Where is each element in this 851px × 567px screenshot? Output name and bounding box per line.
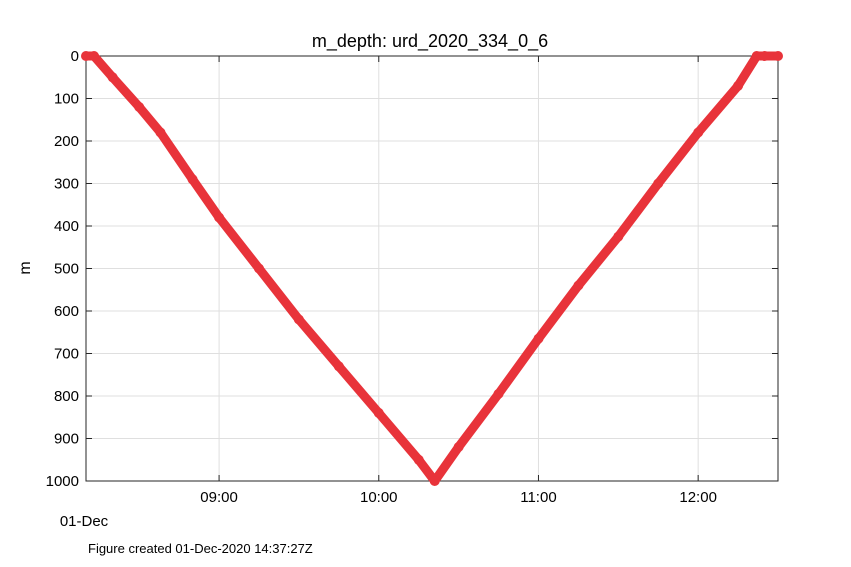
y-tick-label: 900 <box>54 431 79 448</box>
grid-lines <box>86 56 778 481</box>
data-point <box>693 127 704 138</box>
data-point <box>333 361 344 372</box>
data-point <box>81 51 91 61</box>
data-point <box>773 51 783 61</box>
y-axis: 0 100 200 300 400 500 600 700 800 900 1000 <box>46 48 778 490</box>
data-point <box>453 442 464 452</box>
data-point <box>429 476 440 486</box>
data-point <box>493 388 504 399</box>
x-date-label: 01-Dec <box>60 513 109 530</box>
y-tick-label: 300 <box>54 176 79 193</box>
data-point <box>413 454 424 465</box>
y-tick-label: 200 <box>54 133 79 150</box>
chart-title: m_depth: urd_2020_334_0_6 <box>312 31 548 52</box>
x-tick-label: 09:00 <box>200 489 238 506</box>
data-point <box>533 333 544 344</box>
x-tick-label: 10:00 <box>360 489 398 506</box>
data-point <box>254 263 264 274</box>
y-tick-label: 1000 <box>46 473 79 490</box>
y-tick-label: 600 <box>54 303 79 320</box>
data-point <box>751 51 762 61</box>
data-point <box>373 408 384 418</box>
data-point <box>134 102 145 112</box>
x-axis: 09:00 10:00 11:00 12:00 <box>200 56 717 506</box>
figure-footer: Figure created 01-Dec-2020 14:37:27Z <box>88 541 313 556</box>
data-point <box>759 51 770 61</box>
data-point <box>653 178 664 189</box>
x-tick-label: 11:00 <box>520 489 556 506</box>
data-point <box>155 127 166 138</box>
series-line <box>81 51 783 486</box>
data-point <box>89 51 99 61</box>
data-point <box>214 212 225 223</box>
y-tick-label: 100 <box>54 91 79 108</box>
y-tick-label: 0 <box>71 48 79 65</box>
y-tick-label: 500 <box>54 261 79 278</box>
data-point <box>613 231 624 242</box>
x-tick-label: 12:00 <box>679 489 717 506</box>
data-point <box>733 80 744 91</box>
data-point <box>107 72 118 83</box>
data-point <box>573 280 584 291</box>
y-tick-label: 800 <box>54 388 79 405</box>
series-depth <box>81 51 783 486</box>
data-point <box>187 174 198 185</box>
y-axis-label: m <box>17 261 34 274</box>
y-tick-label: 700 <box>54 346 79 363</box>
data-point <box>293 314 304 325</box>
y-tick-label: 400 <box>54 218 79 235</box>
